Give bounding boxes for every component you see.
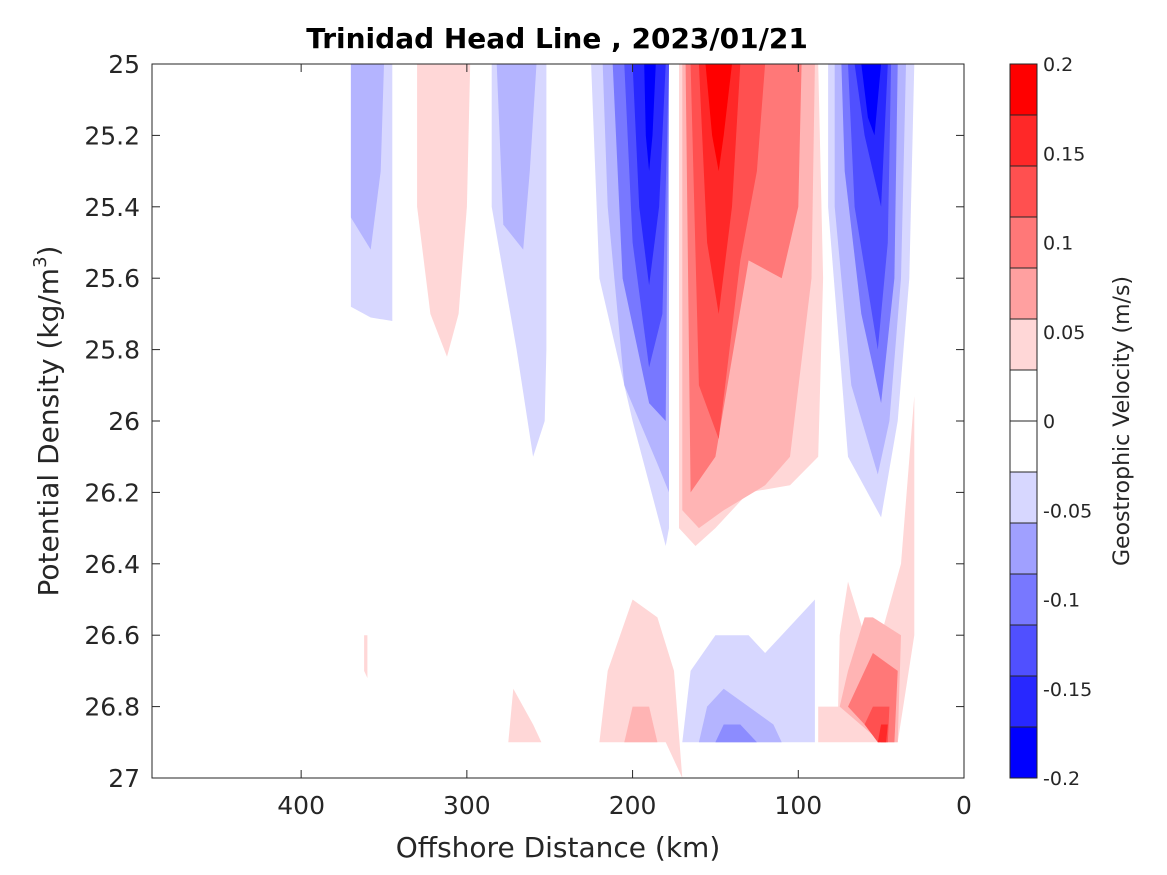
contour-region-27 — [877, 724, 888, 743]
chart-title: Trinidad Head Line , 2023/01/21 — [306, 22, 808, 55]
y-tick-label: 26.4 — [84, 550, 140, 579]
contour-region-21 — [854, 64, 888, 207]
colorbar-tick-label: -0.15 — [1043, 679, 1092, 701]
colorbar-segment — [1010, 115, 1037, 167]
colorbar-segment — [1010, 217, 1037, 269]
y-axis-ticks: 25 25.2 25.4 25.6 25.8 26 26.2 26.4 26.6 26.8 27 — [84, 50, 964, 793]
contour-region-2 — [417, 64, 471, 357]
contour-region-4 — [496, 64, 537, 250]
colorbar-segment — [1010, 370, 1037, 422]
y-axis-label: Potential Density (kg/m3) — [30, 246, 65, 597]
y-tick-label: 26.6 — [84, 621, 140, 650]
y-tick-label: 25.2 — [84, 121, 140, 150]
contour-region-22 — [861, 64, 882, 136]
y-tick-label: 25.8 — [84, 336, 140, 365]
contour-region-28 — [599, 599, 683, 778]
colorbar — [1009, 63, 1038, 779]
colorbar-frame — [1009, 63, 1038, 779]
colorbar-tick-label: 0.2 — [1043, 54, 1073, 76]
colorbar-ticks: 0.2 0.15 0.1 0.05 0 -0.05 -0.1 -0.15 -0.2 — [1043, 54, 1092, 790]
y-tick-label: 26.8 — [84, 693, 140, 722]
colorbar-tick-label: 0.1 — [1043, 233, 1073, 255]
colorbar-tick-label: 0.15 — [1043, 143, 1085, 165]
x-axis-label: Offshore Distance (km) — [396, 831, 721, 864]
contour-region-1 — [350, 64, 384, 250]
y-tick-label: 26 — [108, 407, 140, 436]
x-axis-ticks: 400 300 200 100 0 — [277, 64, 972, 820]
y-axis-label-superscript: 3 — [30, 256, 51, 267]
colorbar-tick-label: -0.05 — [1043, 500, 1092, 522]
colorbar-segment — [1010, 574, 1037, 626]
colorbar-segment — [1010, 625, 1037, 677]
colorbar-tick-label: 0.05 — [1043, 322, 1085, 344]
contour-region-33 — [508, 688, 542, 743]
colorbar-tick-label: -0.1 — [1043, 590, 1080, 612]
contour-region-34 — [364, 635, 368, 678]
colorbar-tick-label: -0.2 — [1043, 768, 1080, 790]
colorbar-label: Geostrophic Velocity (m/s) — [1110, 276, 1135, 566]
colorbar-tick-label: 0 — [1043, 411, 1055, 433]
contour-region-29 — [624, 706, 658, 743]
colorbar-segment — [1010, 676, 1037, 728]
y-axis-label-main: Potential Density (kg/m — [32, 268, 65, 597]
y-tick-label: 25.4 — [84, 193, 140, 222]
contour-region-31 — [698, 688, 782, 743]
y-tick-label: 25 — [108, 50, 140, 79]
colorbar-segment — [1010, 472, 1037, 524]
y-axis-label-close: ) — [32, 246, 65, 257]
y-tick-label: 25.6 — [84, 264, 140, 293]
colorbar-segment — [1010, 166, 1037, 218]
x-tick-label: 0 — [956, 791, 972, 820]
x-tick-label: 200 — [609, 791, 657, 820]
x-tick-label: 100 — [774, 791, 822, 820]
colorbar-segment — [1010, 523, 1037, 575]
contour-region-10 — [644, 64, 656, 172]
contour-region-32 — [715, 724, 757, 743]
y-tick-label: 27 — [108, 764, 140, 793]
colorbar-segment — [1010, 64, 1037, 116]
x-tick-label: 300 — [443, 791, 491, 820]
x-tick-label: 400 — [277, 791, 325, 820]
contour-region-9 — [632, 64, 666, 286]
y-tick-label: 26.2 — [84, 478, 140, 507]
colorbar-segment — [1010, 421, 1037, 473]
contour-regions — [350, 64, 915, 778]
colorbar-segment — [1010, 268, 1037, 320]
colorbar-segment — [1010, 727, 1037, 779]
colorbar-segment — [1010, 319, 1037, 371]
contour-region-16 — [705, 64, 732, 172]
contour-region-15 — [698, 64, 741, 314]
